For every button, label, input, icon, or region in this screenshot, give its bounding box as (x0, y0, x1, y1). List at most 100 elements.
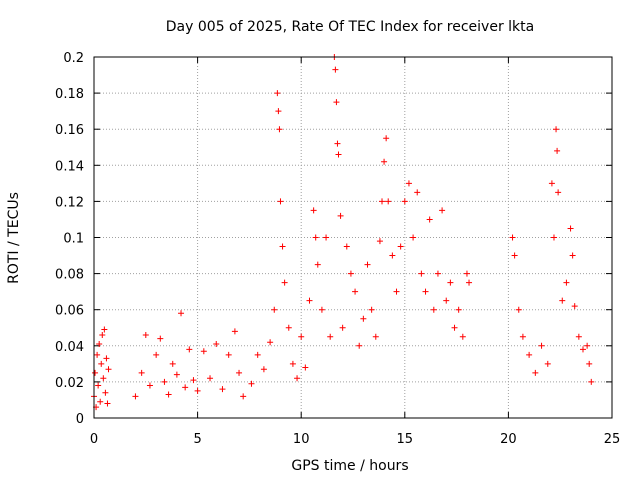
data-point (92, 369, 99, 376)
data-point (240, 393, 247, 400)
data-point (364, 261, 371, 268)
data-point (318, 306, 325, 313)
y-tick-label: 0.18 (55, 87, 84, 102)
data-point (260, 366, 267, 373)
data-point (96, 340, 103, 347)
data-point (509, 234, 516, 241)
data-point (379, 198, 386, 205)
x-tick-label: 25 (604, 432, 621, 447)
data-point (178, 310, 185, 317)
y-tick-label: 0.12 (55, 195, 84, 210)
data-point (157, 335, 164, 342)
data-point (405, 180, 412, 187)
data-point (352, 288, 359, 295)
data-point (271, 306, 278, 313)
data-point (459, 333, 466, 340)
y-tick-label: 0.08 (55, 268, 84, 283)
data-point (466, 279, 473, 286)
data-point (372, 333, 379, 340)
data-point (343, 243, 350, 250)
data-point (186, 346, 193, 353)
data-point (332, 66, 339, 73)
y-tick-label: 0.2 (63, 51, 84, 66)
data-point (219, 386, 226, 393)
data-point (102, 389, 109, 396)
x-tick-label: 0 (90, 432, 98, 447)
data-point (422, 288, 429, 295)
data-point (586, 360, 593, 367)
data-point (95, 382, 102, 389)
y-axis-label: ROTI / TECUs (6, 192, 22, 284)
data-point (544, 360, 551, 367)
data-point (274, 90, 281, 97)
data-point (339, 324, 346, 331)
data-point (194, 387, 201, 394)
data-point (97, 398, 104, 405)
x-tick-label: 20 (500, 432, 517, 447)
data-point (463, 270, 470, 277)
data-point (267, 339, 274, 346)
data-point (285, 324, 292, 331)
data-point (104, 400, 111, 407)
data-point (389, 252, 396, 259)
data-point (207, 375, 214, 382)
data-point (302, 364, 309, 371)
data-point (579, 346, 586, 353)
data-point (200, 348, 207, 355)
data-point (559, 297, 566, 304)
data-point (173, 371, 180, 378)
data-point (414, 189, 421, 196)
data-point (383, 135, 390, 142)
tick-layer: 0 0.02 0.04 0.06 0.08 0.1 0.12 0.14 0.16 0.18 0.2 0… (55, 51, 620, 447)
data-point (571, 303, 578, 310)
data-point (105, 366, 112, 373)
y-tick-label: 0.04 (55, 340, 84, 355)
y-tick-label: 0.16 (55, 123, 84, 138)
data-point (515, 306, 522, 313)
data-point (334, 140, 341, 147)
data-point (146, 382, 153, 389)
data-point (98, 360, 105, 367)
data-point (142, 331, 149, 338)
data-point (381, 158, 388, 165)
data-point (101, 326, 108, 333)
data-point (161, 378, 168, 385)
data-point (94, 351, 101, 358)
x-tick-label: 10 (293, 432, 310, 447)
data-point (213, 340, 220, 347)
data-point (327, 333, 334, 340)
data-point (306, 297, 313, 304)
data-point (153, 351, 160, 358)
data-point (376, 238, 383, 245)
data-point (314, 261, 321, 268)
data-point (294, 375, 301, 382)
data-point (310, 207, 317, 214)
data-point (138, 369, 145, 376)
data-point (397, 243, 404, 250)
data-point (277, 198, 284, 205)
data-point (281, 279, 288, 286)
data-point (276, 126, 283, 133)
data-point (532, 369, 539, 376)
data-point (335, 151, 342, 158)
data-point (451, 324, 458, 331)
data-point (254, 351, 261, 358)
data-point (99, 331, 106, 338)
data-point (575, 333, 582, 340)
data-point (554, 147, 561, 154)
data-point (298, 333, 305, 340)
y-tick-label: 0.1 (63, 232, 84, 247)
data-point (323, 234, 330, 241)
data-point (555, 189, 562, 196)
data-point (312, 234, 319, 241)
data-point (337, 212, 344, 219)
x-tick-label: 15 (397, 432, 414, 447)
data-point (333, 99, 340, 106)
data-point (410, 234, 417, 241)
y-tick-label: 0.14 (55, 159, 84, 174)
data-point (443, 297, 450, 304)
data-point (393, 288, 400, 295)
data-point (538, 342, 545, 349)
data-point (519, 333, 526, 340)
